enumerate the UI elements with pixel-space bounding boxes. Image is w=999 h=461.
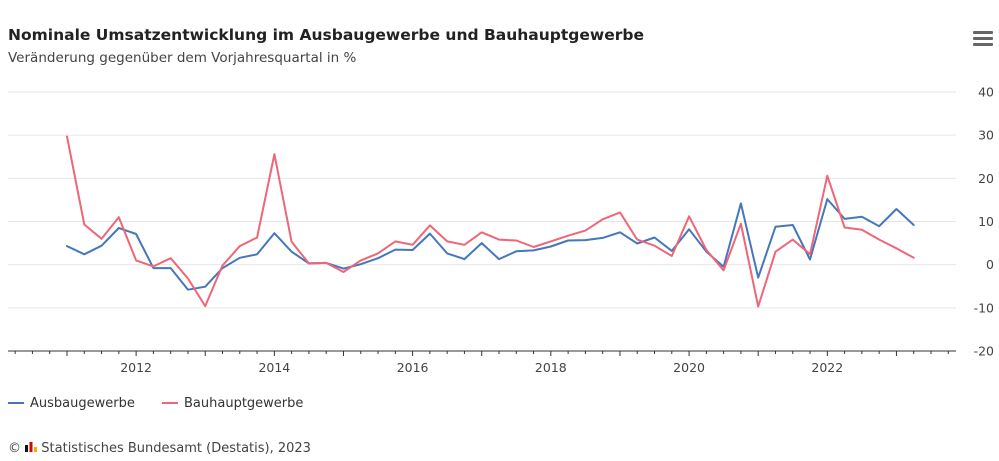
x-axis: 2012 2014 2016 2018 2020 2022	[8, 350, 956, 375]
y-tick-label: 20	[978, 171, 994, 186]
legend-item-ausbaugewerbe[interactable]: Ausbaugewerbe	[8, 396, 135, 414]
legend-label-bauhauptgewerbe: Bauhauptgewerbe	[184, 396, 304, 411]
y-axis-ticks: 40 30 20 10 0 -10 -20	[974, 85, 994, 359]
legend-label-ausbaugewerbe: Ausbaugewerbe	[30, 396, 135, 411]
x-tick-label: 2020	[673, 360, 705, 375]
legend-swatch-bauhauptgewerbe	[162, 401, 178, 404]
credits-text: Statistisches Bundesamt (Destatis), 2023	[41, 441, 311, 456]
y-tick-label: 40	[978, 85, 994, 100]
x-tick-label: 2014	[258, 360, 290, 375]
x-tick-label: 2018	[535, 360, 567, 375]
series-line-bauhauptgewerbe[interactable]	[66, 135, 915, 308]
chart-title: Nominale Umsatzentwicklung im Ausbaugewe…	[8, 26, 644, 44]
x-tick-label: 2022	[811, 360, 843, 375]
credits[interactable]: © Statistisches Bundesamt (Destatis), 20…	[8, 441, 311, 456]
y-tick-label: -20	[974, 344, 994, 359]
legend-swatch-ausbaugewerbe	[8, 401, 24, 404]
chart-subtitle: Veränderung gegenüber dem Vorjahresquart…	[8, 50, 357, 66]
y-tick-label: 30	[978, 128, 994, 143]
y-tick-label: 0	[986, 257, 994, 272]
x-tick-label: 2012	[120, 360, 152, 375]
destatis-logo-icon	[25, 442, 38, 452]
series-line-ausbaugewerbe[interactable]	[66, 198, 915, 291]
x-tick-label: 2016	[397, 360, 429, 375]
series-lines	[66, 135, 915, 308]
y-tick-label: 10	[978, 214, 994, 229]
hamburger-menu-icon[interactable]	[973, 31, 993, 47]
y-tick-label: -10	[974, 300, 994, 315]
legend-item-bauhauptgewerbe[interactable]: Bauhauptgewerbe	[162, 396, 303, 414]
grid-lines	[8, 91, 956, 309]
copyright-icon: ©	[8, 441, 21, 456]
